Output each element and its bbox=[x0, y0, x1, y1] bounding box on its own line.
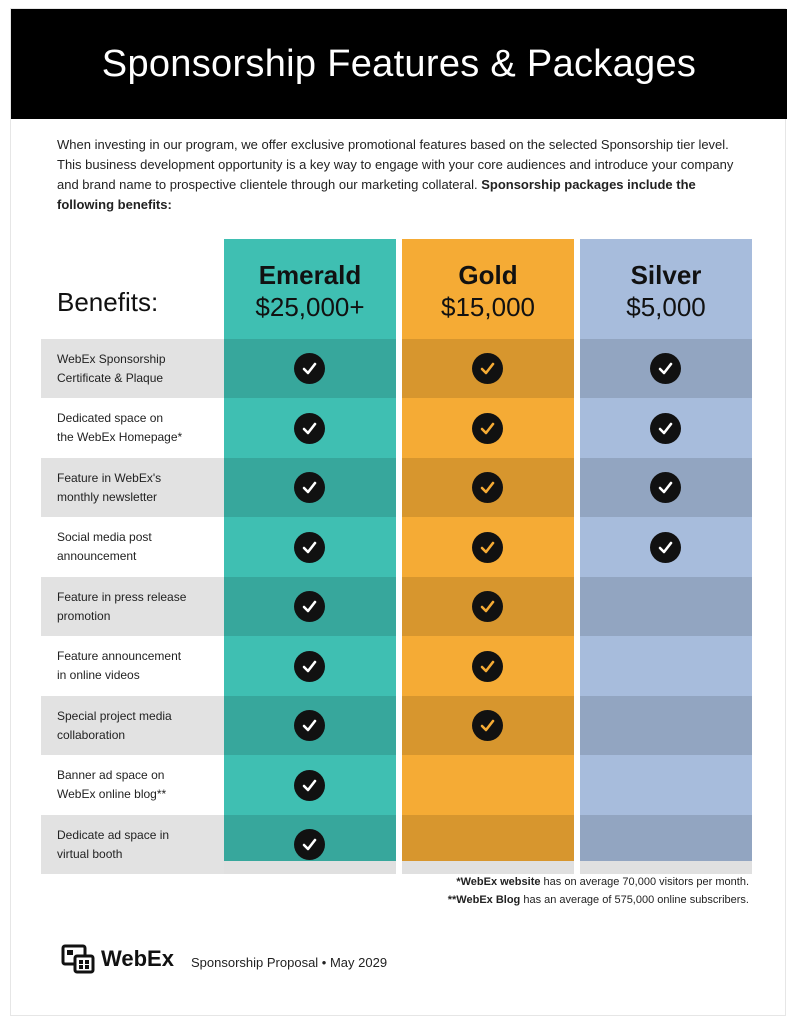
benefit-label: Social media post announcement bbox=[41, 517, 224, 577]
page: Sponsorship Features & Packages When inv… bbox=[10, 8, 787, 1016]
table-row: Special project media collaboration bbox=[41, 696, 752, 755]
row-shade bbox=[402, 815, 574, 874]
check-icon bbox=[294, 591, 325, 622]
benefit-label-line: WebEx Sponsorship bbox=[57, 351, 166, 366]
benefit-label-line: Special project media bbox=[57, 708, 172, 723]
table-row: Social media post announcement bbox=[41, 517, 752, 577]
check-icon bbox=[472, 531, 503, 563]
benefit-label: WebEx Sponsorship Certificate & Plaque bbox=[41, 339, 224, 398]
tier-header-gold: Gold $15,000 bbox=[402, 259, 574, 323]
table-row: Dedicate ad space in virtual booth bbox=[41, 815, 752, 874]
page-header: Sponsorship Features & Packages bbox=[11, 9, 787, 119]
table-row: Feature announcement in online videos bbox=[41, 636, 752, 696]
check-icon bbox=[650, 353, 681, 384]
benefit-label: Feature announcement in online videos bbox=[41, 636, 224, 696]
footnote-website-text: has on average 70,000 visitors per month… bbox=[540, 876, 749, 888]
footnote-website: *WebEx website has on average 70,000 vis… bbox=[448, 873, 749, 891]
benefit-label-line: Feature in press release bbox=[57, 589, 187, 604]
tier-name: Emerald bbox=[258, 260, 362, 290]
benefit-label-line: in online videos bbox=[57, 668, 140, 682]
benefit-label-line: Dedicate ad space in bbox=[57, 827, 170, 842]
page-title: Sponsorship Features & Packages bbox=[101, 42, 697, 85]
brand-name: WebEx bbox=[101, 946, 174, 971]
table-row: Feature in WebEx's monthly newsletter bbox=[41, 458, 752, 517]
benefits-heading: Benefits: bbox=[57, 287, 159, 317]
check-icon bbox=[650, 472, 681, 503]
tier-header-silver: Silver $5,000 bbox=[580, 259, 752, 323]
row-shade bbox=[580, 815, 752, 874]
check-icon bbox=[294, 472, 325, 503]
proposal-date: Sponsorship Proposal • May 2029 bbox=[191, 955, 388, 970]
footnote-website-bold: *WebEx website bbox=[456, 876, 541, 888]
tier-price: $15,000 bbox=[441, 292, 535, 322]
check-icon bbox=[294, 710, 325, 741]
benefit-label-line: virtual booth bbox=[57, 846, 123, 861]
benefit-label-line: announcement bbox=[57, 549, 137, 563]
footnotes: *WebEx website has on average 70,000 vis… bbox=[448, 873, 749, 909]
benefit-label-line: Feature in WebEx's bbox=[57, 470, 162, 485]
benefit-label-line: promotion bbox=[57, 608, 111, 623]
benefit-label-line: the WebEx Homepage* bbox=[57, 430, 183, 444]
footnote-blog-bold: **WebEx Blog bbox=[447, 894, 521, 906]
benefit-label: Feature in WebEx's monthly newsletter bbox=[41, 458, 224, 517]
row-shade bbox=[580, 696, 752, 755]
sponsorship-table: Benefits: Emerald $25,000+ Gold $15,000 … bbox=[41, 239, 752, 874]
benefit-label: Banner ad space on WebEx online blog** bbox=[41, 755, 224, 815]
benefit-label-line: monthly newsletter bbox=[57, 489, 158, 504]
benefit-label-line: Dedicated space on bbox=[57, 411, 164, 425]
tier-price: $25,000+ bbox=[255, 292, 365, 322]
benefit-label: Feature in press release promotion bbox=[41, 577, 224, 636]
check-icon bbox=[650, 412, 681, 444]
check-icon bbox=[294, 412, 325, 444]
check-icon bbox=[472, 412, 503, 444]
intro-paragraph: When investing in our program, we offer … bbox=[57, 135, 747, 215]
benefit-label-line: Feature announcement bbox=[57, 649, 182, 663]
table-row: Feature in press release promotion bbox=[41, 577, 752, 636]
intro-text: When investing in our program, we offer … bbox=[57, 137, 734, 192]
check-icon bbox=[472, 472, 503, 503]
brand: WebEx bbox=[61, 944, 174, 974]
table-row: WebEx Sponsorship Certificate & Plaque bbox=[41, 339, 752, 398]
footnote-blog-text: has an average of 575,000 online subscri… bbox=[520, 894, 749, 906]
benefit-label-line: Banner ad space on bbox=[57, 768, 165, 782]
row-shade bbox=[580, 577, 752, 636]
benefit-label-line: collaboration bbox=[57, 727, 126, 742]
check-icon bbox=[294, 531, 325, 563]
benefit-label-line: WebEx online blog** bbox=[57, 787, 167, 801]
table-row: Dedicated space on the WebEx Homepage* bbox=[41, 398, 752, 458]
benefit-label: Dedicated space on the WebEx Homepage* bbox=[41, 398, 224, 458]
benefit-label: Dedicate ad space in virtual booth bbox=[41, 815, 224, 874]
table-row: Banner ad space on WebEx online blog** bbox=[41, 755, 752, 815]
tier-name: Silver bbox=[630, 260, 702, 290]
check-icon bbox=[472, 353, 503, 384]
benefit-label-line: Social media post bbox=[57, 530, 152, 544]
tier-price: $5,000 bbox=[626, 292, 706, 322]
benefit-label: Special project media collaboration bbox=[41, 696, 224, 755]
check-icon bbox=[472, 710, 503, 741]
check-icon bbox=[472, 650, 503, 682]
footnote-blog: **WebEx Blog has an average of 575,000 o… bbox=[448, 891, 749, 909]
check-icon bbox=[294, 829, 325, 860]
tier-header-emerald: Emerald $25,000+ bbox=[224, 259, 396, 323]
check-icon bbox=[650, 531, 681, 563]
check-icon bbox=[294, 650, 325, 682]
check-icon bbox=[294, 353, 325, 384]
check-icon bbox=[294, 769, 325, 801]
intro-bold-text: Sponsorship packages include the followi… bbox=[57, 177, 696, 212]
tier-name: Gold bbox=[458, 260, 518, 290]
benefit-label-line: Certificate & Plaque bbox=[57, 370, 164, 385]
webex-logo-icon bbox=[61, 944, 95, 974]
check-icon bbox=[472, 591, 503, 622]
